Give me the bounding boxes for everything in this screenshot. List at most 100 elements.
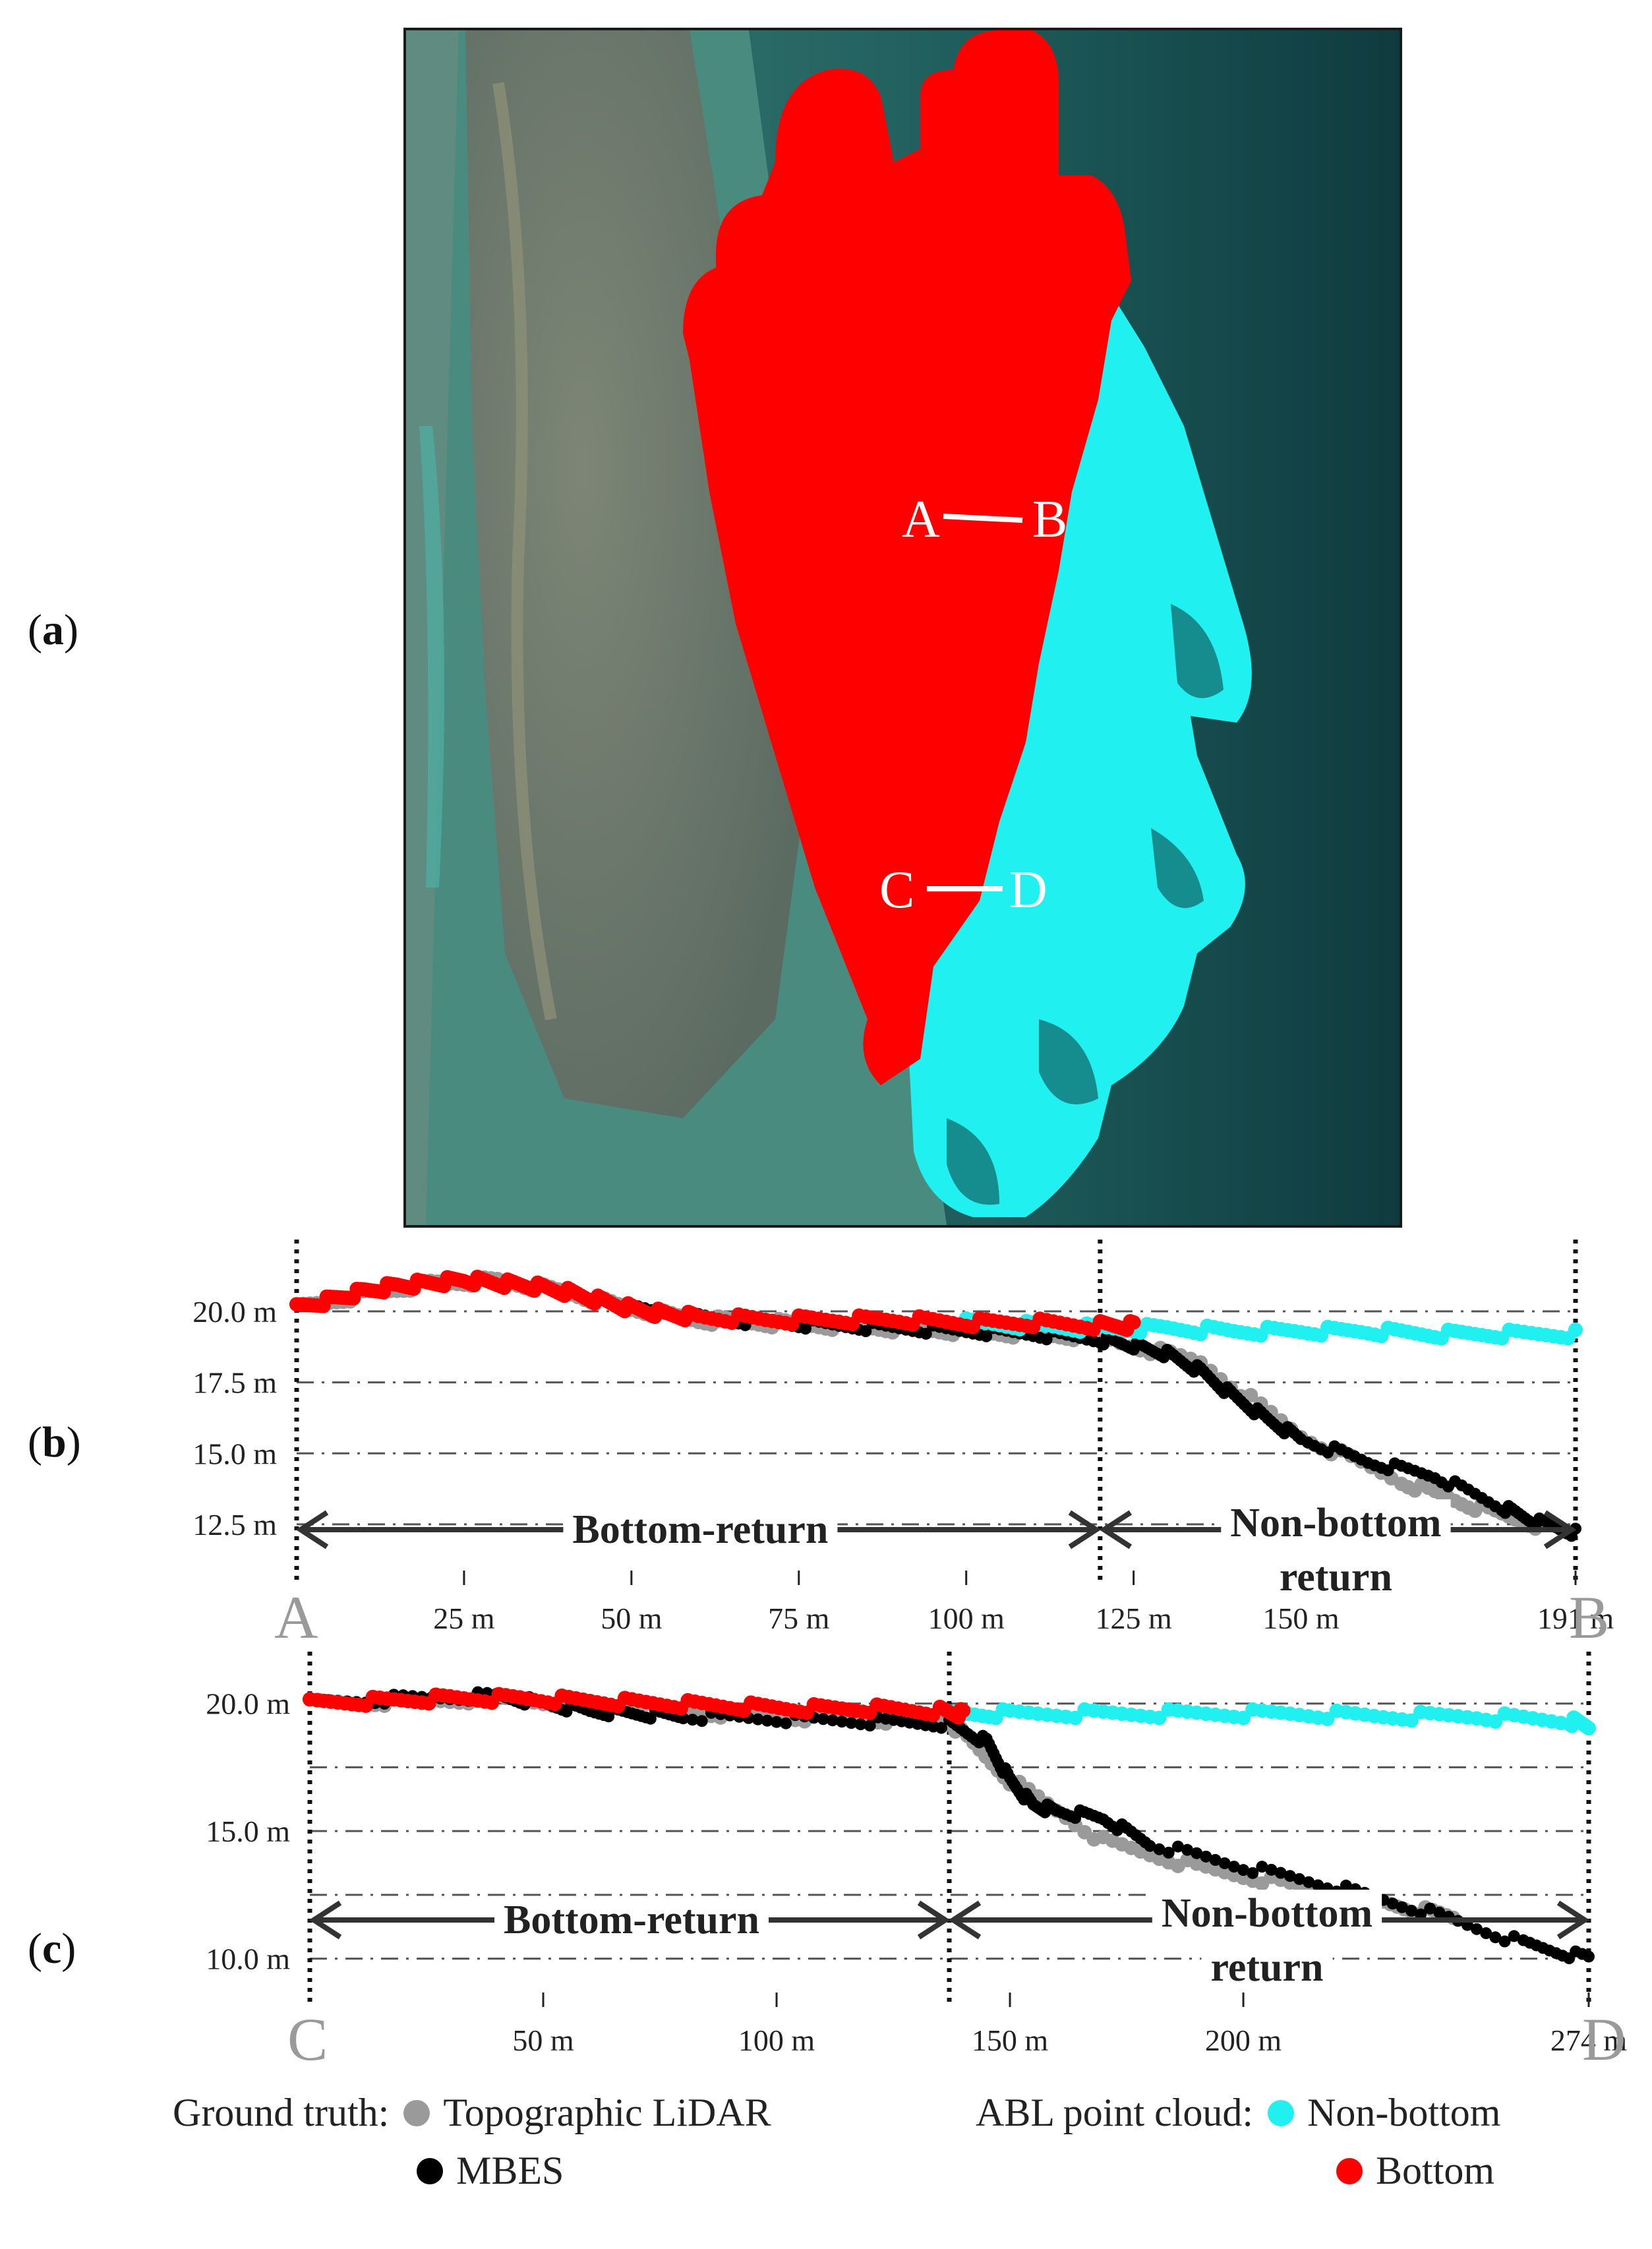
legend-ground-truth-label: Ground truth: [173, 2091, 390, 2134]
non-bottom-speckle [947, 604, 1224, 1205]
profile-cd-x-tick-label: 274 m [1550, 2024, 1628, 2057]
profile-ab-point-mbes [1040, 1333, 1053, 1346]
profile-cd-point-mbes [1489, 1931, 1502, 1944]
profile-cd-arrowhead [1556, 1900, 1590, 1940]
profile-cd-point-mbes [1227, 1861, 1240, 1873]
profile-cd-point-mbes [1340, 1879, 1352, 1892]
profile-cd-point-mbes [780, 1717, 792, 1729]
legend-bottom-swatch [1336, 2157, 1363, 2184]
profile-cd-point-mbes [1181, 1844, 1194, 1856]
profile-cd-end-label: D [1582, 2006, 1626, 2073]
profile-ab-point-non-bottom [1568, 1322, 1583, 1337]
profile-cd-point-mbes [1200, 1850, 1212, 1863]
profile-cd-arrowhead [309, 1900, 342, 1940]
island-shore [492, 82, 557, 1021]
profile-cd-y-tick-label: 10.0 m [206, 1942, 290, 1976]
profile-cd-point-mbes [1237, 1864, 1250, 1876]
profile-ab-non-bottom-label-2-bg [1270, 1553, 1401, 1601]
profile-cd-point-mbes [1396, 1901, 1408, 1913]
profile-ab-chart: 20.0 m 17.5 m 15.0 m 12.5 m 25 m 50 m 75 m 100 … [192, 1240, 1614, 1651]
profile-ab-y-tick-label: 20.0 m [192, 1295, 277, 1329]
profile-ab-x-tick-label: 50 m [601, 1602, 663, 1635]
profile-ab-non-bottom-label-2: return [1280, 1555, 1392, 1600]
legend-row-mbes: MBES [402, 2148, 564, 2194]
profile-cd-point-mbes [752, 1713, 764, 1725]
profile-cd-point-non-bottom [1581, 1721, 1596, 1736]
non-bottom-cloud [907, 241, 1252, 1217]
profile-cd-point-mbes [1424, 1902, 1436, 1915]
profile-cd-point-mbes [1293, 1873, 1306, 1885]
profile-cd-point-mbes [761, 1714, 773, 1727]
profile-cd-non-bottom-label: Non-bottom [1162, 1891, 1372, 1936]
profile-ab-non-bottom-label: Non-bottom [1230, 1501, 1441, 1545]
profile-cd-point-mbes [1583, 1950, 1595, 1963]
legend-row-bottom: Bottom [1322, 2148, 1494, 2194]
map-label-c: C [879, 861, 914, 919]
profile-ab-arrowhead [1099, 1510, 1133, 1549]
profile-cd-point-mbes [695, 1715, 708, 1727]
profile-cd-point-mbes [836, 1716, 848, 1728]
profile-cd-series-non-bottom [932, 1702, 1596, 1736]
legend-lidar-swatch [403, 2099, 430, 2126]
profile-ab-arrowhead [1068, 1510, 1102, 1549]
legend-non-bottom-swatch [1268, 2099, 1295, 2126]
profile-cd-point-mbes [1209, 1853, 1222, 1866]
profile-cd-point-mbes [1274, 1867, 1287, 1879]
satellite-map: A B C D [403, 28, 1402, 1228]
profile-cd-point-mbes [1508, 1930, 1520, 1942]
profile-ab-arrowhead [295, 1510, 329, 1549]
profile-cd-point-mbes [854, 1718, 867, 1731]
profile-cd-x-tick-label: 150 m [972, 2024, 1049, 2057]
legend-mbes-swatch [417, 2157, 443, 2184]
profile-ab-y-tick-label: 17.5 m [192, 1366, 277, 1400]
legend-lidar-label: Topographic LiDAR [443, 2091, 771, 2134]
profile-cd-point-mbes [864, 1720, 876, 1732]
profile-ab-series-topographic-lidar [289, 1269, 1543, 1536]
profile-cd-point-mbes [1471, 1923, 1483, 1935]
profile-cd-y-tick-label: 15.0 m [206, 1814, 290, 1848]
profile-line-ab [943, 514, 1023, 523]
profile-cd-series-bottom [303, 1687, 971, 1725]
profile-cd-chart: 20.0 m 15.0 m 10.0 m 50 m 100 m 150 m 200 m 274… [206, 1652, 1627, 2073]
legend-abl-label: ABL point cloud: [976, 2091, 1254, 2134]
profile-cd-point-non-bottom [1236, 1710, 1251, 1725]
profile-cd-x-tick-label: 200 m [1205, 2024, 1282, 2057]
panel-c-label: (c) [28, 1925, 76, 1973]
profile-cd-point-mbes [1171, 1840, 1184, 1853]
profile-ab-x-tick-label: 150 m [1262, 1602, 1340, 1635]
legend-row-abl: ABL point cloud: Non-bottom [976, 2090, 1500, 2136]
profile-cd-arrowhead [917, 1900, 951, 1940]
profile-cd-point-mbes [845, 1717, 858, 1729]
profile-cd-point-mbes [1386, 1898, 1399, 1910]
profile-ab-arrowhead [1543, 1510, 1577, 1549]
profile-cd-point-mbes [1153, 1843, 1165, 1855]
profile-cd-point-mbes [1144, 1840, 1156, 1852]
profile-cd-point-mbes [1433, 1906, 1446, 1919]
lagoon-left [419, 426, 444, 887]
legend-row-ground-truth: Ground truth: Topographic LiDAR [173, 2090, 771, 2136]
profile-cd-point-mbes [1498, 1935, 1511, 1948]
profile-cd-bottom-return-label-bg [494, 1896, 769, 1944]
profile-ab-point-mbes [799, 1323, 811, 1335]
profile-cd-non-bottom-label-bg [1152, 1890, 1382, 1937]
profile-cd-bottom-return-label: Bottom-return [504, 1898, 759, 1942]
map-label-a: A [902, 491, 940, 549]
profile-cd-point-mbes [1265, 1863, 1278, 1876]
legend: Ground truth: Topographic LiDAR MBES ABL… [0, 2077, 1652, 2235]
profile-cd-point-mbes [1303, 1876, 1315, 1888]
profile-cd-point-non-bottom [1403, 1713, 1419, 1728]
profile-ab-point-mbes [860, 1325, 872, 1337]
profile-cd-point-mbes [686, 1714, 699, 1726]
panel-b-label: (b) [28, 1418, 81, 1466]
profile-ab-y-tick-label: 15.0 m [192, 1437, 277, 1470]
profile-cd-point-mbes [771, 1716, 783, 1728]
profile-ab-bottom-return-label-bg [563, 1506, 838, 1553]
profile-cd-non-bottom-label-2-bg [1201, 1944, 1333, 1991]
profile-cd-x-tick-label: 100 m [738, 2024, 815, 2057]
profile-ab-y-tick-label: 12.5 m [192, 1508, 277, 1542]
profile-cd-x-tick-label: 50 m [512, 2024, 574, 2057]
profile-ab-series-bottom [289, 1269, 1141, 1337]
profile-ab-x-tick-label: 25 m [433, 1602, 495, 1635]
profile-cd-point-mbes [1480, 1927, 1492, 1940]
profile-cd-point-non-bottom [1152, 1710, 1167, 1725]
